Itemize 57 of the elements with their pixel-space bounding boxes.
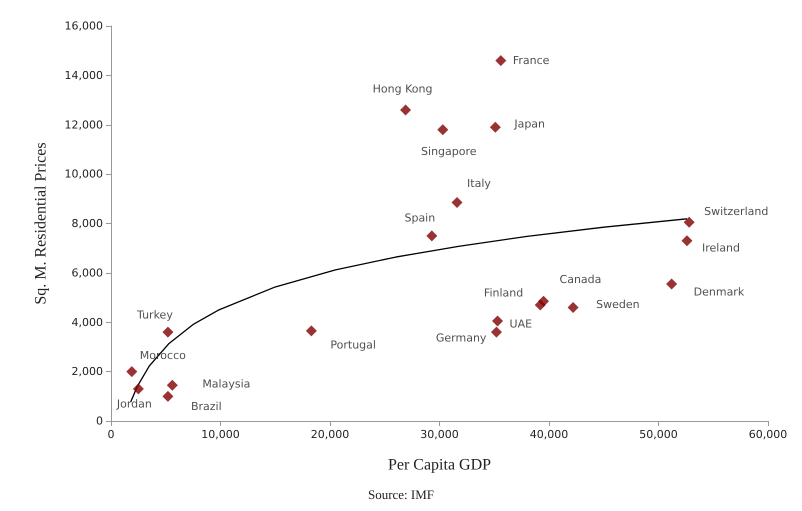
series-label: France: [512, 54, 550, 68]
series-label: Japan: [513, 118, 546, 131]
text: Malaysia: [202, 378, 250, 391]
point: [437, 124, 448, 136]
x-tick-label: 20,000: [310, 428, 350, 441]
point: [490, 326, 502, 338]
point: [132, 383, 144, 394]
y-tick-label: 16,000: [64, 20, 103, 32]
series-label: Switzerland: [704, 204, 768, 218]
series-label: UAE: [510, 318, 532, 331]
point: [681, 235, 692, 246]
point: [162, 326, 174, 338]
series-label: Finland: [484, 286, 524, 300]
point: [306, 325, 317, 336]
series-label: Germany: [436, 332, 487, 345]
point: [166, 380, 178, 391]
point: [126, 366, 138, 378]
y-tick-label: 10,000: [64, 168, 103, 181]
x-axis-title: Per Capita GDP: [388, 456, 492, 474]
series-label: Sweden: [596, 298, 640, 311]
y-tick-label: 4,000: [72, 316, 103, 329]
series-label: Jordan: [116, 397, 152, 410]
point: [400, 104, 412, 116]
series-label: Portugal: [330, 338, 376, 352]
y-tick-label: 6,000: [72, 266, 103, 280]
series-label: Spain: [404, 211, 436, 224]
series-label: Ireland: [702, 241, 740, 254]
y-tick-label: 12,000: [64, 118, 103, 132]
point: [492, 316, 504, 327]
point: [452, 197, 463, 208]
y-tick-label: 14,000: [64, 68, 103, 82]
point: [162, 390, 174, 402]
point: [490, 122, 501, 133]
series-label: Denmark: [694, 285, 745, 298]
series-label: Singapore: [421, 145, 477, 158]
x-tick-label: 10,000: [201, 428, 240, 441]
point: [568, 302, 579, 313]
source-note: Source: IMF: [368, 487, 434, 502]
point: [538, 296, 550, 307]
x-tick-label: 0: [108, 428, 114, 441]
series-label: Hong Kong: [372, 82, 432, 96]
y-tick-label: 8,000: [72, 217, 103, 230]
y-tick-label: 0: [96, 414, 103, 428]
y-tick-label: 2,000: [72, 365, 103, 378]
series-label: Turkey: [136, 308, 174, 322]
series-label: Italy: [467, 177, 492, 190]
series-label: Canada: [560, 272, 602, 286]
point: [495, 55, 506, 66]
point: [684, 216, 695, 228]
x-tick-label: 60,000: [748, 428, 788, 441]
x-tick-label: 50,000: [639, 428, 678, 441]
x-tick-label: 40,000: [530, 428, 568, 441]
y-axis-title: Sq. M. Residential Prices: [32, 142, 50, 305]
series-label: Brazil: [190, 400, 222, 413]
x-tick-label: 30,000: [420, 428, 459, 441]
point: [666, 278, 678, 290]
point: [426, 230, 438, 242]
